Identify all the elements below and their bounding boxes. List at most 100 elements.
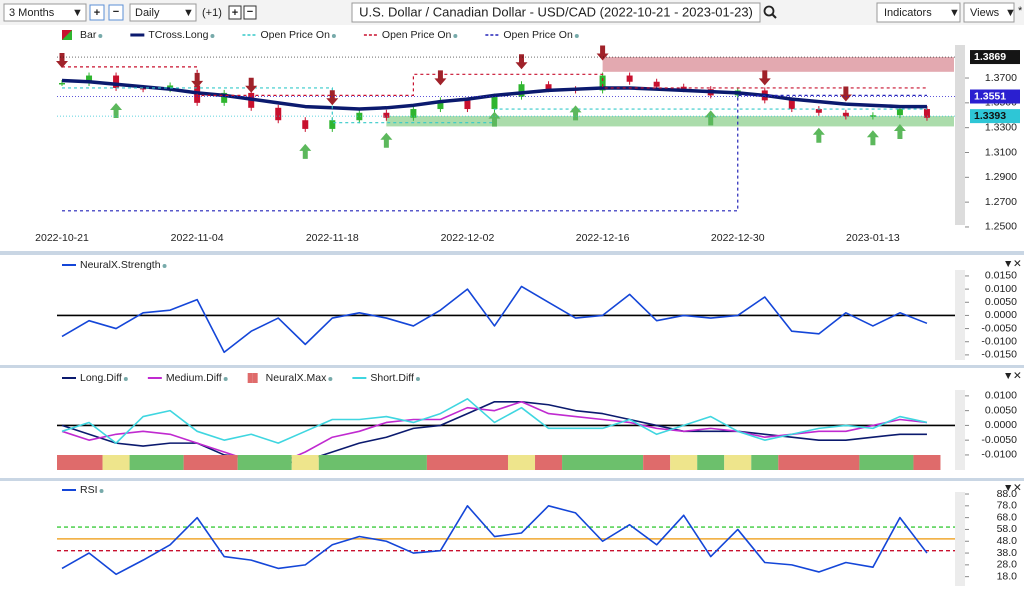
signal-arrow-down bbox=[56, 52, 68, 68]
open-price-line bbox=[62, 87, 927, 124]
panel-close-icon[interactable]: ✕ bbox=[1013, 370, 1022, 382]
y-tick-label: 0.0000 bbox=[985, 309, 1017, 321]
y-tick-label: 88.0 bbox=[997, 488, 1018, 500]
signal-arrow-down bbox=[326, 90, 339, 106]
search-icon bbox=[763, 5, 775, 17]
offset-minus-button[interactable] bbox=[243, 5, 257, 20]
plus-icon: + bbox=[232, 7, 238, 19]
y-tick-label: 58.0 bbox=[997, 523, 1018, 535]
series-line bbox=[61, 400, 928, 465]
candle bbox=[383, 112, 390, 118]
legend-label: Bar bbox=[80, 29, 97, 41]
candle bbox=[788, 100, 795, 110]
scrollbar[interactable] bbox=[955, 270, 965, 360]
x-tick-label: 2022-12-16 bbox=[576, 232, 630, 244]
legend-label: Open Price On bbox=[260, 29, 330, 41]
signal-arrow-up bbox=[866, 130, 879, 146]
y-tick-label: -0.0100 bbox=[981, 336, 1017, 348]
neuralx-max-cell bbox=[129, 455, 184, 470]
neuralx-max-cell bbox=[697, 455, 725, 470]
y-tick-label: 78.0 bbox=[997, 500, 1018, 512]
zoom-out-button[interactable] bbox=[108, 4, 124, 21]
views-button[interactable]: Views ▼ bbox=[963, 2, 1016, 23]
x-tick-label: 2022-11-04 bbox=[171, 232, 224, 244]
search-button[interactable] bbox=[763, 5, 777, 19]
legend-dot bbox=[98, 34, 103, 38]
signal-arrow-up bbox=[893, 124, 906, 140]
signal-arrow-down bbox=[758, 70, 771, 86]
offset-plus-button[interactable] bbox=[228, 5, 242, 20]
y-tick-label: 1.3300 bbox=[985, 121, 1017, 133]
candle bbox=[545, 84, 552, 90]
indicators-button[interactable]: Indicators ▼ bbox=[876, 2, 961, 23]
period-select[interactable]: 3 Months ▼ bbox=[3, 3, 87, 22]
panel-menu-icon[interactable]: ▼ bbox=[1003, 370, 1013, 382]
y-tick-label: 1.3100 bbox=[985, 146, 1017, 158]
signal-arrow-down bbox=[839, 86, 852, 102]
price-marker-box bbox=[970, 109, 1020, 124]
candle bbox=[221, 92, 228, 103]
candle bbox=[842, 112, 849, 117]
candle bbox=[896, 109, 903, 116]
candle bbox=[140, 87, 147, 90]
candle bbox=[815, 109, 822, 113]
dropdown-arrow: ▼ bbox=[1005, 7, 1016, 19]
signal-arrow-up bbox=[704, 110, 717, 126]
y-tick-label: 18.0 bbox=[997, 570, 1018, 582]
candle bbox=[59, 82, 65, 85]
scrollbar[interactable] bbox=[955, 390, 965, 470]
legend-label: RSI bbox=[80, 484, 98, 496]
panel-divider bbox=[0, 251, 1024, 255]
legend-label: TCross.Long bbox=[148, 29, 208, 41]
legend-label: NeuralX.Max bbox=[266, 372, 327, 384]
button-box bbox=[876, 2, 961, 23]
legend-dot bbox=[223, 377, 228, 381]
offset-text: (+1) bbox=[202, 7, 222, 19]
dropdown-arrow: ▼ bbox=[72, 7, 83, 19]
more-icon[interactable]: * bbox=[1018, 5, 1023, 17]
y-tick-label: 68.0 bbox=[997, 511, 1018, 523]
panel-close-icon[interactable]: ✕ bbox=[1013, 482, 1022, 494]
candle bbox=[626, 75, 633, 82]
interval-select[interactable]: Daily ▼ bbox=[129, 3, 197, 22]
dropdown-arrow: ▼ bbox=[949, 7, 960, 19]
legend-dot bbox=[328, 377, 333, 381]
panel-divider bbox=[0, 478, 1024, 481]
scrollbar[interactable] bbox=[955, 45, 965, 225]
y-tick-label: 48.0 bbox=[997, 535, 1018, 547]
open-price-line bbox=[62, 94, 927, 212]
button-box bbox=[963, 2, 1015, 23]
legend-dot bbox=[123, 377, 128, 381]
views-text: Views bbox=[970, 7, 1000, 19]
legend-swatch bbox=[252, 373, 258, 383]
price-zone bbox=[602, 57, 954, 72]
panel-menu-icon[interactable]: ▼ bbox=[1003, 482, 1013, 494]
dropdown-arrow: ▼ bbox=[183, 7, 194, 19]
price-marker-box bbox=[970, 50, 1020, 65]
candle bbox=[167, 85, 174, 90]
zoom-in-button[interactable] bbox=[89, 4, 105, 21]
signal-arrow-up bbox=[299, 143, 312, 159]
x-tick-label: 2022-12-30 bbox=[711, 232, 765, 244]
panel-close-icon[interactable]: ✕ bbox=[1013, 258, 1022, 270]
legend-swatch bbox=[62, 30, 72, 40]
legend-dot bbox=[331, 34, 336, 38]
legend-dot bbox=[162, 264, 167, 268]
scrollbar[interactable] bbox=[955, 492, 965, 586]
neuralx-max-cell bbox=[670, 455, 698, 470]
x-tick-label: 2023-01-13 bbox=[846, 232, 900, 244]
signal-arrow-up bbox=[569, 105, 582, 121]
neuralx-max-cell bbox=[507, 455, 536, 470]
neuralx-max-cell bbox=[562, 455, 644, 470]
y-tick-label: -0.0050 bbox=[981, 322, 1017, 334]
legend-dot bbox=[453, 34, 458, 38]
chart-title: U.S. Dollar / Canadian Dollar - USD/CAD … bbox=[359, 4, 753, 19]
signal-arrow-up bbox=[110, 102, 123, 118]
panel-menu-icon[interactable]: ▼ bbox=[1003, 258, 1013, 270]
candle bbox=[464, 100, 471, 110]
candle bbox=[329, 120, 336, 129]
candle bbox=[491, 96, 498, 110]
legend-label: Open Price On bbox=[503, 29, 573, 41]
y-tick-label: 0.0050 bbox=[985, 404, 1017, 416]
candle bbox=[275, 107, 282, 121]
